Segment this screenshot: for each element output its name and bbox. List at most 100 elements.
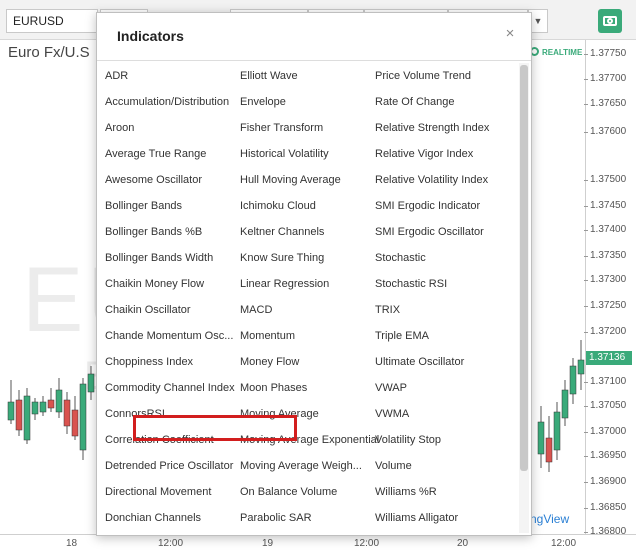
price-tick-label: 1.37200 <box>583 326 627 337</box>
candle-body <box>553 411 561 451</box>
time-tick-label: 12:00 <box>158 538 184 549</box>
camera-lens-icon <box>607 18 613 24</box>
indicator-item[interactable]: SMI Ergodic Indicator <box>375 200 481 212</box>
candle-body <box>7 401 15 421</box>
indicator-item[interactable]: ADR <box>105 70 129 82</box>
dialog-header: Indicators × <box>97 13 531 61</box>
close-icon[interactable]: × <box>505 25 515 42</box>
indicator-item[interactable]: Know Sure Thing <box>240 252 325 264</box>
price-tick-label: 1.37300 <box>583 274 627 285</box>
time-tick-label: 12:00 <box>354 538 380 549</box>
price-tick-label: 1.36900 <box>583 476 627 487</box>
indicator-item[interactable]: Hull Moving Average <box>240 174 341 186</box>
indicator-item[interactable]: Awesome Oscillator <box>105 174 202 186</box>
indicator-item[interactable]: Moon Phases <box>240 382 308 394</box>
indicator-list[interactable]: ADR Accumulation/Distribution Aroon Average… <box>97 61 517 535</box>
indicator-item[interactable]: Williams %R <box>375 486 437 498</box>
indicator-item[interactable]: Triple EMA <box>375 330 429 342</box>
indicator-item[interactable]: Relative Vigor Index <box>375 148 474 160</box>
current-price-label: 1.37136 <box>586 351 632 365</box>
indicator-item[interactable]: Bollinger Bands %B <box>105 226 203 238</box>
realtime-label: REALTIME <box>542 48 583 57</box>
price-tick-label: 1.36950 <box>583 450 627 461</box>
indicator-item[interactable]: Envelope <box>240 96 286 108</box>
candle-body <box>55 389 63 413</box>
indicator-item[interactable]: Average True Range <box>105 148 207 160</box>
indicator-item[interactable]: Chaikin Oscillator <box>105 304 191 316</box>
indicator-item[interactable]: ConnorsRSI <box>105 408 165 420</box>
dialog-title: Indicators <box>117 28 184 44</box>
price-tick-label: 1.37050 <box>583 400 627 411</box>
candle-body <box>23 395 31 441</box>
indicator-item[interactable]: Bollinger Bands <box>105 200 183 212</box>
price-tick-label: 1.37450 <box>583 200 627 211</box>
indicator-item[interactable]: Money Flow <box>240 356 300 368</box>
indicator-item[interactable]: Accumulation/Distribution <box>105 96 230 108</box>
candle-body <box>545 437 553 463</box>
snapshot-button[interactable] <box>598 9 622 33</box>
candle-body <box>63 399 71 427</box>
tradingview-logo[interactable]: ngView <box>530 512 570 526</box>
indicator-item[interactable]: Directional Movement <box>105 486 212 498</box>
candle-body <box>569 365 577 395</box>
indicator-item[interactable]: Relative Strength Index <box>375 122 490 134</box>
time-tick-label: 19 <box>262 538 274 549</box>
indicator-item[interactable]: Keltner Channels <box>240 226 325 238</box>
indicator-item[interactable]: Moving Average <box>240 408 319 420</box>
indicator-item[interactable]: Chaikin Money Flow <box>105 278 205 290</box>
candle-body <box>47 399 55 409</box>
dialog-scrollbar[interactable] <box>519 63 529 533</box>
indicator-item[interactable]: Bollinger Bands Width <box>105 252 214 264</box>
indicator-item[interactable]: Rate Of Change <box>375 96 455 108</box>
indicator-item[interactable]: MACD <box>240 304 273 316</box>
time-axis[interactable]: 18 12:00 19 12:00 20 12:00 <box>0 534 636 556</box>
candle-body <box>71 409 79 437</box>
indicator-item[interactable]: Ultimate Oscillator <box>375 356 465 368</box>
price-tick-label: 1.37750 <box>583 48 627 59</box>
indicator-item[interactable]: Fisher Transform <box>240 122 324 134</box>
indicator-item[interactable]: Aroon <box>105 122 135 134</box>
indicator-item[interactable]: Donchian Channels <box>105 512 202 524</box>
indicator-item[interactable]: Stochastic <box>375 252 426 264</box>
indicator-item[interactable]: Moving Average Weigh... <box>240 460 362 472</box>
indicator-item[interactable]: Williams Alligator <box>375 512 459 524</box>
time-tick-label: 18 <box>66 538 78 549</box>
price-tick-label: 1.37500 <box>583 174 627 185</box>
indicator-item[interactable]: Parabolic SAR <box>240 512 312 524</box>
candle-body <box>79 383 87 451</box>
indicator-item[interactable]: Correlation Coefficient <box>105 434 214 446</box>
indicator-item[interactable]: TRIX <box>375 304 401 316</box>
candle-body <box>87 373 95 393</box>
price-axis[interactable]: 1.37750 1.37700 1.37650 1.37600 1.37500 1.374… <box>583 40 636 537</box>
indicator-item[interactable]: Detrended Price Oscillator <box>105 460 234 472</box>
indicator-item[interactable]: On Balance Volume <box>240 486 338 498</box>
indicator-item[interactable]: Moving Average Exponential <box>240 434 380 446</box>
indicator-item[interactable]: VWMA <box>375 408 410 420</box>
price-tick-label: 1.37000 <box>583 426 627 437</box>
indicator-item[interactable]: Linear Regression <box>240 278 330 290</box>
candle-body <box>15 399 23 431</box>
indicator-item[interactable]: Chande Momentum Osc... <box>105 330 234 342</box>
price-tick-label: 1.37250 <box>583 300 627 311</box>
indicator-item[interactable]: Historical Volatility <box>240 148 329 160</box>
indicator-item[interactable]: Volatility Stop <box>375 434 442 446</box>
indicator-item[interactable]: Relative Volatility Index <box>375 174 489 186</box>
time-tick-label: 20 <box>457 538 469 549</box>
indicator-item[interactable]: Ichimoku Cloud <box>240 200 316 212</box>
candle-body <box>537 421 545 455</box>
price-tick-label: 1.36850 <box>583 502 627 513</box>
indicator-item[interactable]: VWAP <box>375 382 407 394</box>
symbol-search-input[interactable]: EURUSD <box>6 9 98 33</box>
scrollbar-thumb[interactable] <box>520 65 528 471</box>
camera-icon <box>603 16 617 26</box>
indicator-item[interactable]: Stochastic RSI <box>375 278 448 290</box>
indicators-dialog: Indicators × ADR Accumulation/Distributio… <box>96 12 532 536</box>
indicator-item[interactable]: Momentum <box>240 330 296 342</box>
time-tick-label: 12:00 <box>551 538 577 549</box>
indicator-item[interactable]: Elliott Wave <box>240 70 298 82</box>
indicator-item[interactable]: SMI Ergodic Oscillator <box>375 226 484 238</box>
indicator-item[interactable]: Price Volume Trend <box>375 70 471 82</box>
indicator-item[interactable]: Choppiness Index <box>105 356 194 368</box>
indicator-item[interactable]: Volume <box>375 460 412 472</box>
indicator-item[interactable]: Commodity Channel Index <box>105 382 235 394</box>
